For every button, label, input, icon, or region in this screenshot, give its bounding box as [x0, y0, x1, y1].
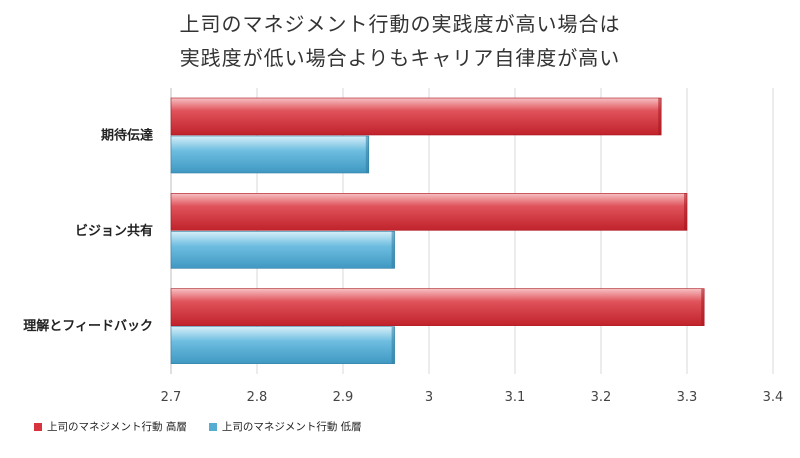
bar-edge-high-2	[701, 288, 705, 326]
bar-layer	[170, 97, 705, 364]
bar-high-0	[170, 97, 662, 136]
category-label-2: 理解とフィードバック	[23, 318, 153, 334]
chart-title-line-1: 上司のマネジメント行動の実践度が高い場合は	[179, 12, 621, 36]
legend-swatch-high	[34, 422, 42, 431]
bar-edge-low-2	[391, 326, 395, 364]
chart-title-line-2: 実践度が低い場合よりもキャリア自律度が高い	[179, 46, 621, 70]
x-tick-label-5: 3.2	[591, 390, 612, 405]
bar-low-0	[170, 135, 370, 174]
legend-item-low: 上司のマネジメント行動 低層	[208, 419, 362, 434]
legend-swatch-low	[208, 422, 217, 431]
category-label-0: 期待伝達	[101, 128, 153, 144]
bar-edge-high-1	[684, 193, 687, 231]
bar-low-2	[170, 326, 395, 364]
legend: 上司のマネジメント行動 高層 上司のマネジメント行動 低層	[34, 419, 362, 434]
bar-edge-high-0	[658, 98, 662, 135]
bar-high-1	[170, 193, 688, 231]
legend-label-high: 上司のマネジメント行動 高層	[47, 421, 187, 433]
bar-low-1	[170, 231, 395, 269]
legend-item-high: 上司のマネジメント行動 高層	[34, 419, 187, 434]
label-layer: 2.7 2.8 2.9 3 3.1 3.2 3.3 3.4 期待伝達ビジョン共有理解とフィードバ…	[23, 128, 783, 406]
x-tick-label-7: 3.4	[763, 390, 784, 405]
bar-edge-low-0	[365, 136, 369, 173]
bar-edge-low-1	[391, 231, 395, 269]
x-tick-label-1: 2.8	[247, 390, 268, 405]
grid-layer	[170, 88, 774, 374]
x-tick-label-0: 2.7	[161, 390, 182, 405]
legend-label-low: 上司のマネジメント行動 低層	[221, 421, 362, 433]
x-tick-label-4: 3.1	[505, 390, 526, 405]
category-label-1: ビジョン共有	[75, 223, 153, 239]
x-tick-label-2: 2.9	[333, 390, 354, 405]
x-tick-label-3: 3	[425, 390, 433, 405]
bar-high-2	[170, 288, 705, 326]
x-tick-label-6: 3.3	[677, 390, 698, 405]
